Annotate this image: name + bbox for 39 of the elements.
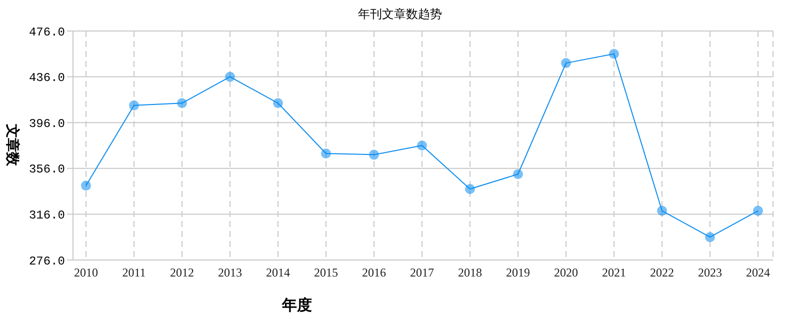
y-tick-label: 316.0 <box>28 208 65 222</box>
point <box>81 180 91 191</box>
point <box>753 206 763 216</box>
x-tick-label: 2017 <box>410 266 434 280</box>
x-tick-label: 2021 <box>602 266 626 280</box>
x-tick-label: 2023 <box>698 266 722 280</box>
point <box>561 58 571 68</box>
x-tick-label: 2011 <box>122 266 146 280</box>
point <box>273 98 283 108</box>
x-tick-label: 2020 <box>554 266 578 280</box>
y-tick-label: 276.0 <box>28 254 65 268</box>
x-tick-label: 2018 <box>458 266 482 280</box>
x-tick-label: 2012 <box>170 266 194 280</box>
point <box>417 140 427 150</box>
point <box>369 150 379 160</box>
point <box>705 232 715 242</box>
y-tick-label: 356.0 <box>28 162 65 177</box>
x-tick-label: 2022 <box>650 266 674 280</box>
y-axis-title: 文章数 <box>4 123 21 167</box>
x-tick-label: 2019 <box>506 266 530 280</box>
point <box>657 206 667 216</box>
y-tick-label: 436.0 <box>28 71 65 86</box>
y-tick-label: 476.0 <box>28 25 65 40</box>
x-tick-label: 2015 <box>314 266 338 280</box>
point <box>465 184 475 194</box>
point <box>225 72 235 82</box>
chart-title: 年刊文章数趋势 <box>358 7 442 21</box>
point <box>321 148 331 159</box>
point <box>129 100 139 110</box>
x-tick-label: 2024 <box>746 266 770 280</box>
x-tick-label: 2016 <box>362 266 386 280</box>
x-tick-label: 2010 <box>74 266 98 280</box>
point <box>177 98 187 108</box>
x-axis-title: 年度 <box>281 296 312 314</box>
point <box>609 48 619 59</box>
x-tick-label: 2014 <box>266 266 290 280</box>
point <box>513 169 523 180</box>
y-tick-label: 396.0 <box>28 116 65 131</box>
x-tick-label: 2013 <box>218 266 242 280</box>
